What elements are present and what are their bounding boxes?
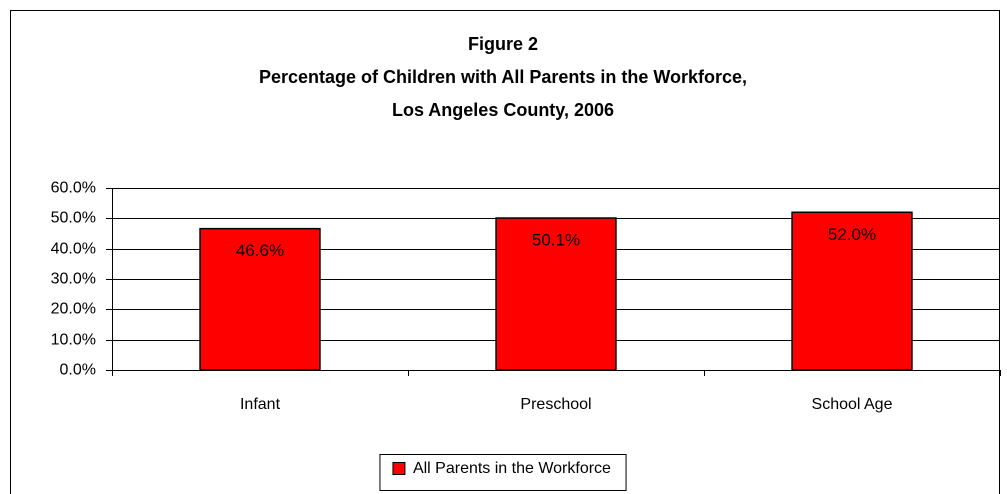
y-tick-label: 20.0% (51, 301, 96, 318)
x-tick-label: Preschool (520, 396, 591, 413)
legend-swatch (392, 462, 406, 475)
y-tick-label: 50.0% (51, 210, 96, 227)
x-tick-label: School Age (812, 396, 893, 413)
legend-box (379, 454, 627, 491)
bar (791, 211, 913, 371)
legend-label: All Parents in the Workforce (413, 460, 611, 477)
bar (199, 227, 321, 371)
chart-title: Figure 2 (468, 34, 538, 54)
y-tick-label: 0.0% (60, 362, 96, 379)
value-label: 52.0% (828, 225, 876, 244)
x-tick-label: Infant (240, 396, 281, 413)
y-tick-label: 10.0% (51, 332, 96, 349)
bar (495, 217, 617, 371)
value-label: 46.6% (236, 241, 284, 260)
value-label: 50.1% (532, 231, 580, 250)
chart-title: Percentage of Children with All Parents … (259, 67, 747, 87)
chart-title: Los Angeles County, 2006 (392, 100, 614, 120)
y-tick-label: 60.0% (51, 180, 96, 197)
y-tick-label: 40.0% (51, 241, 96, 258)
y-tick-label: 30.0% (51, 271, 96, 288)
